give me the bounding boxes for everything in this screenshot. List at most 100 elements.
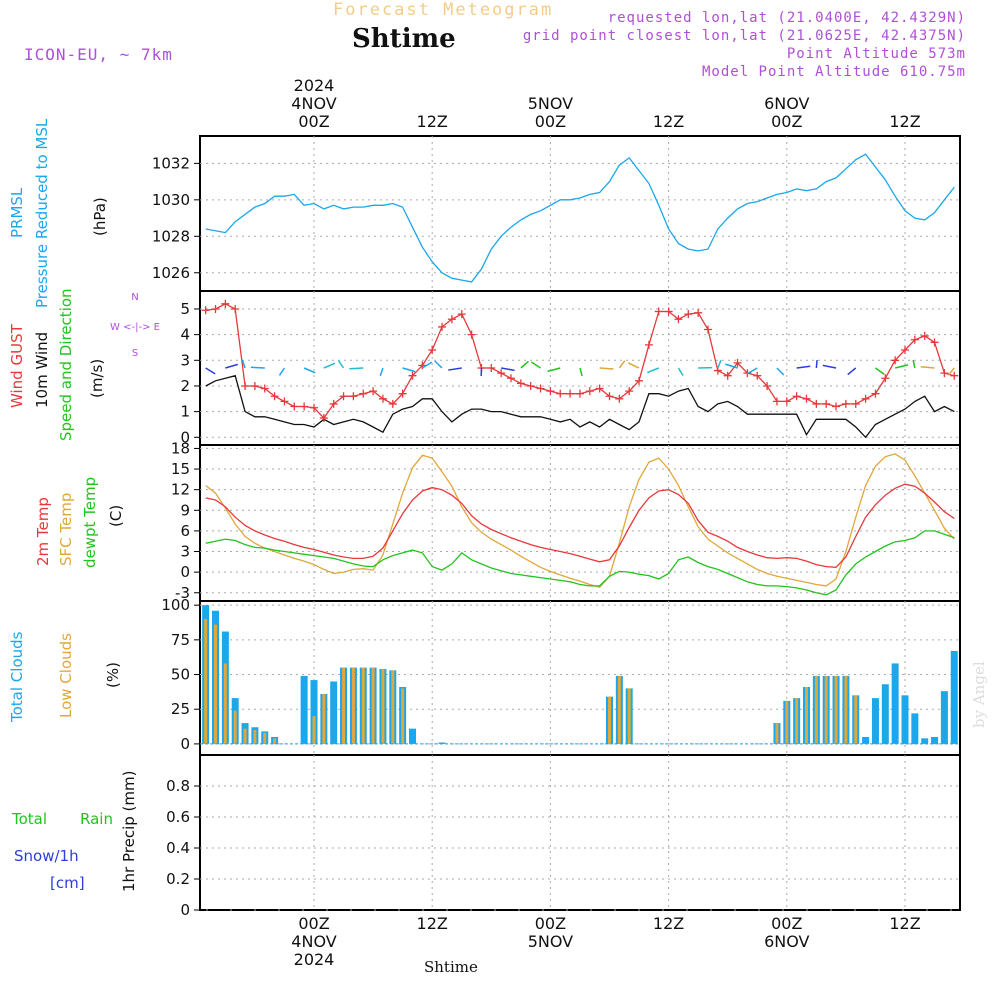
wind-direction-arrow	[912, 359, 916, 369]
y-tick-label: 0.6	[166, 808, 190, 826]
low-cloud-bar	[627, 688, 631, 744]
wind-direction-arrow	[337, 360, 345, 369]
gust-marker	[556, 389, 565, 398]
total-cloud-bar	[438, 742, 446, 744]
y-tick-label: 0	[180, 563, 190, 581]
y-tick-label: -3	[175, 584, 190, 602]
y-tick-label: 4	[180, 326, 190, 344]
wind-direction-arrow	[520, 360, 529, 369]
low-cloud-bar	[361, 667, 365, 744]
y-tick-label: 1028	[152, 227, 190, 245]
compass-north: N	[131, 292, 138, 303]
panel-frame	[199, 135, 961, 292]
wind-direction-arrow	[349, 367, 364, 370]
top-time-label: 00Z	[298, 112, 329, 131]
low-cloud-bar	[214, 624, 217, 744]
gust-marker	[300, 402, 309, 411]
wind-direction-arrow	[501, 367, 515, 372]
gust-marker	[260, 384, 269, 393]
model-altitude: Model Point Altitude 610.75m	[701, 64, 966, 80]
gust-marker	[221, 299, 230, 308]
total-cloud-bar	[891, 663, 899, 744]
gust-marker	[467, 330, 476, 339]
top-time-label: 12Z	[889, 112, 920, 131]
gust-marker	[536, 384, 545, 393]
gust-marker	[940, 369, 949, 378]
gust-marker	[605, 392, 614, 401]
wind-direction-arrow	[822, 364, 837, 369]
gust-marker	[644, 340, 653, 349]
bottom-time-label: 00Z	[535, 914, 566, 933]
wind-direction-arrow	[241, 359, 246, 369]
wind-direction-arrow	[402, 367, 416, 373]
top-time-label: 2024	[294, 76, 335, 95]
wind-direction-arrow	[618, 360, 626, 369]
total-cloud-bar	[911, 713, 919, 744]
low-cloud-bar	[608, 696, 611, 744]
gust-marker	[881, 374, 890, 383]
gust-marker	[428, 346, 437, 355]
low-cloud-bar	[844, 675, 848, 744]
y-tick-label: 1032	[152, 154, 190, 172]
y-tick-label: 1030	[152, 191, 190, 209]
y-tick-label: 100	[161, 596, 190, 614]
cm-unit-label: [cm]	[50, 874, 85, 892]
bottom-time-label: 2024	[294, 950, 335, 969]
gust-marker	[772, 397, 781, 406]
low-cloud-bar	[617, 675, 621, 744]
gust-marker	[625, 387, 634, 396]
wind-direction-arrow	[303, 367, 316, 374]
total-cloud-bar	[862, 736, 870, 744]
wind-direction-arrow	[920, 366, 935, 369]
gust-marker	[516, 379, 525, 388]
wind-direction-arrow	[796, 365, 811, 369]
y-tick-label: 75	[171, 631, 190, 649]
gust-marker	[910, 335, 919, 344]
y-tick-label: 6	[180, 522, 190, 540]
top-time-label: 00Z	[535, 112, 566, 131]
y-tick-label: 50	[171, 666, 190, 684]
wind-direction-arrow	[875, 367, 885, 375]
total-cloud-bar	[310, 680, 318, 744]
wind-direction-arrow	[746, 367, 758, 375]
gust-marker	[369, 387, 378, 396]
wind-direction-arrow	[599, 367, 614, 370]
gust-marker	[487, 364, 496, 372]
model-label: ICON-EU, ~ 7km	[24, 45, 173, 64]
gust-marker	[851, 399, 860, 408]
gust-marker	[447, 315, 456, 324]
wind-direction-arrow	[627, 362, 640, 369]
top-time-label: 12Z	[653, 112, 684, 131]
wind-direction-arrow	[894, 364, 909, 369]
gust-marker	[566, 389, 575, 398]
low-cloud-bar	[401, 688, 405, 744]
total-cloud-bar	[931, 736, 939, 744]
low-cloud-bar	[351, 667, 355, 744]
total-cloud-bar	[940, 691, 948, 744]
bottom-time-label: 12Z	[417, 914, 448, 933]
total-rain-label: Total	[12, 810, 48, 828]
total-cloud-bar	[921, 738, 929, 744]
gust-marker	[654, 307, 663, 316]
gust-marker	[674, 315, 683, 324]
wind-direction-arrow	[421, 361, 433, 369]
gust-marker	[792, 392, 801, 401]
wind-direction-arrow	[717, 359, 722, 369]
gust-marker	[310, 403, 318, 412]
low-cloud-bar	[381, 668, 385, 744]
top-time-label: 00Z	[771, 112, 802, 131]
bottom-time-label: 4NOV	[291, 932, 336, 951]
gust-marker	[388, 399, 397, 408]
gust-marker	[841, 399, 850, 408]
wind-direction-arrow	[847, 367, 857, 376]
total-cloud-bar	[871, 698, 879, 744]
gust-marker	[950, 371, 959, 380]
y-tick-label: 0.2	[166, 870, 190, 888]
y-tick-label: 0.8	[166, 777, 190, 795]
low-cloud-bar	[273, 738, 277, 744]
gust-marker	[901, 346, 909, 355]
wind-direction-arrow	[677, 367, 684, 376]
total-cloud-bar	[901, 695, 909, 744]
low-cloud-bar	[814, 675, 818, 744]
y-tick-label: 5	[180, 300, 190, 318]
